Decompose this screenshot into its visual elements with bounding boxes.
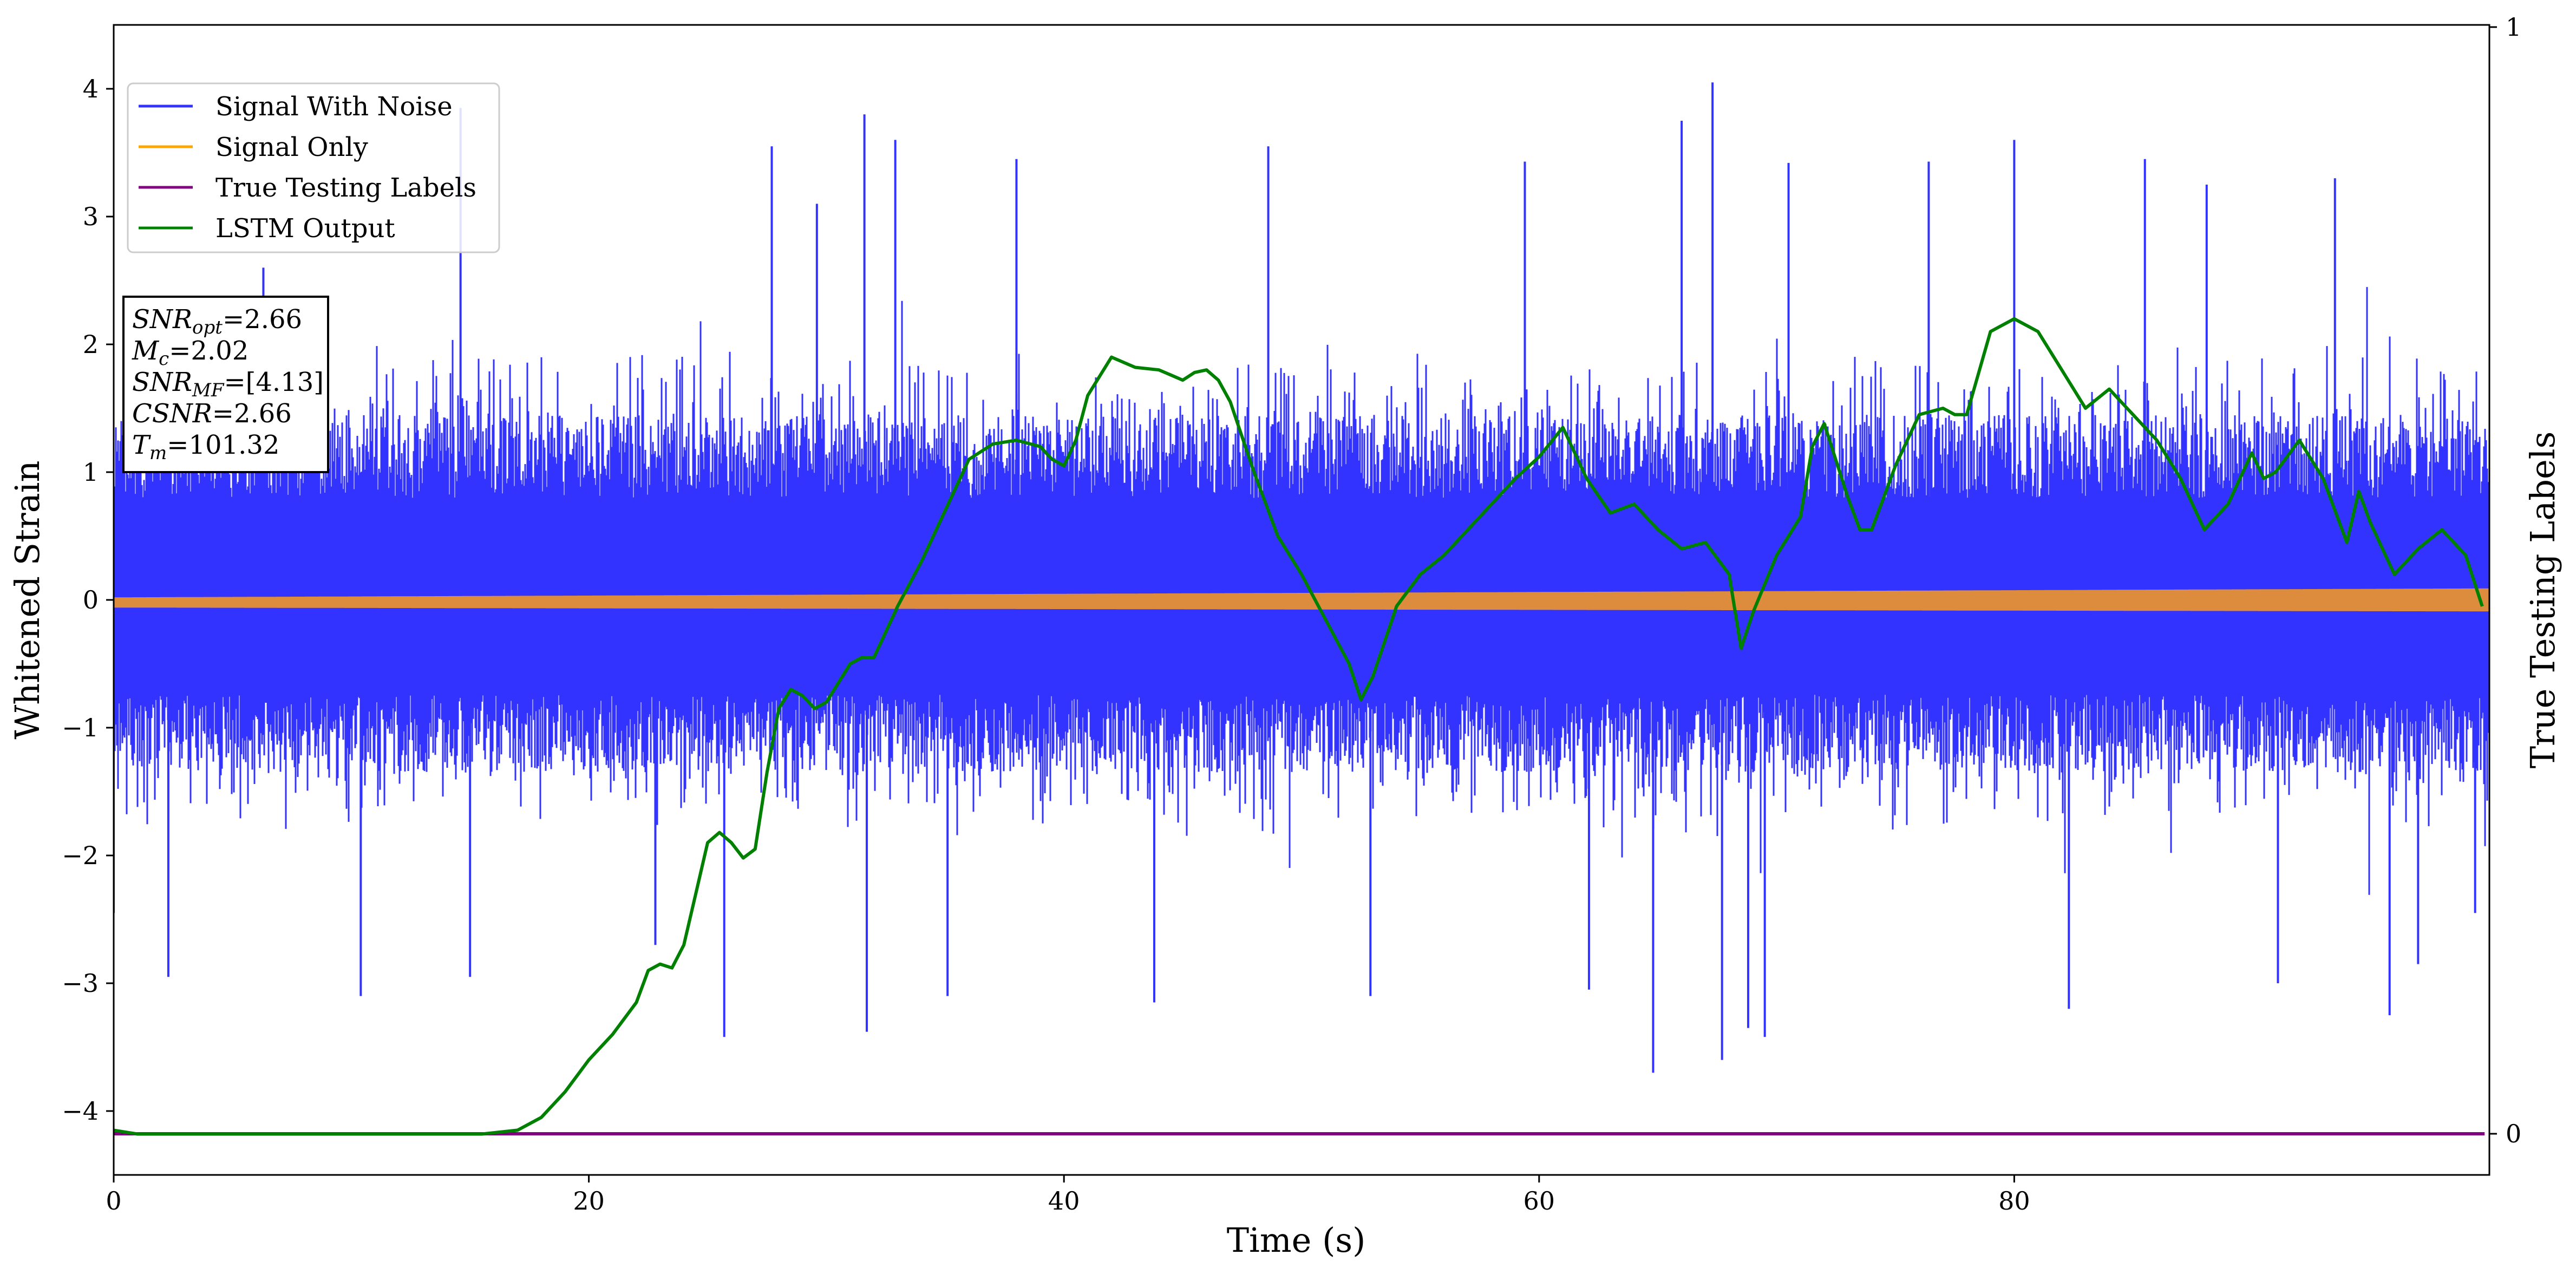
legend-box	[127, 82, 500, 253]
y2-axis-label: True Testing Labels	[2523, 432, 2562, 769]
info-box: SNRopt=2.66 Mc=2.02 SNRMF=[4.13] CSNR=2.…	[122, 296, 329, 473]
y-tick-label: −4	[62, 1096, 99, 1126]
info-snr-mf: SNRMF=[4.13]	[132, 367, 324, 401]
info-csnr: CSNR=2.66	[132, 398, 292, 429]
legend-label-lstm-output: LSTM Output	[215, 213, 395, 244]
signal-only-series	[114, 588, 2489, 612]
info-snr-opt: SNRopt=2.66	[132, 304, 302, 338]
signal-only-line	[114, 588, 2489, 612]
legend-label-true-testing-labels: True Testing Labels	[215, 173, 476, 203]
y-tick-label: −1	[62, 713, 99, 742]
x-tick-label: 20	[573, 1186, 605, 1216]
y-tick-label: 4	[83, 74, 99, 103]
y-tick-label: 0	[83, 585, 99, 615]
x-tick-label: 80	[1998, 1186, 2030, 1216]
y2-tick-label: 1	[2506, 12, 2521, 42]
x-tick-label: 0	[106, 1186, 121, 1216]
legend-label-signal-only: Signal Only	[215, 132, 368, 162]
info-merger-time: Tm=101.32	[132, 430, 279, 464]
y2-tick-label: 0	[2506, 1119, 2521, 1148]
lstm-output-series	[114, 317, 2484, 1136]
y-tick-label: 3	[83, 202, 99, 231]
y-axis-right: 01	[2489, 12, 2521, 1148]
x-tick-label: 40	[1048, 1186, 1080, 1216]
legend: Signal With Noise Signal Only True Testi…	[127, 82, 500, 253]
x-axis: 0 20 40 60 80	[106, 1175, 2030, 1216]
x-tick-label: 60	[1524, 1186, 1555, 1216]
y-tick-label: 2	[83, 330, 99, 359]
y-tick-label: 1	[83, 458, 99, 487]
y-axis-left: −4 −3 −2 −1 0 1 2 3 4	[62, 74, 114, 1126]
y-tick-label: −2	[62, 841, 99, 870]
info-chirp-mass: Mc=2.02	[132, 336, 249, 370]
signal-with-noise-series	[114, 82, 2489, 1073]
y-tick-label: −3	[62, 969, 99, 998]
lstm-output-line	[114, 317, 2484, 1136]
y-axis-label: Whitened Strain	[8, 461, 47, 740]
legend-label-signal-with-noise: Signal With Noise	[215, 92, 453, 122]
x-axis-label: Time (s)	[1227, 1220, 1366, 1260]
info-box-frame	[122, 296, 329, 473]
